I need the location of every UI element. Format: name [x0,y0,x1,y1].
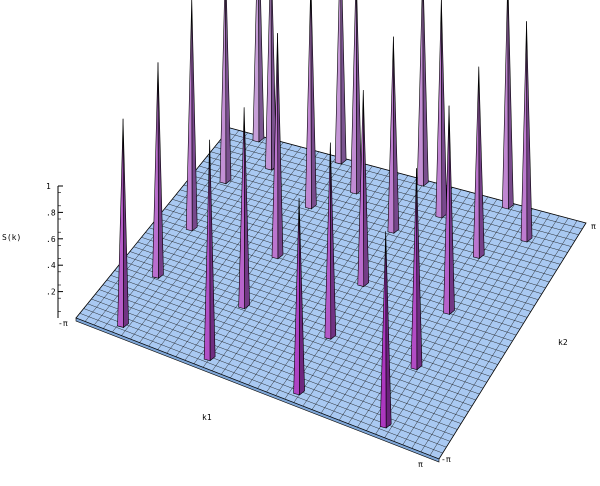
x-tick-label-max: π [418,460,423,469]
peak-mark [435,0,443,219]
mesh-line [172,199,531,312]
peak-mark-shade [362,89,370,288]
peak-mark-shade [416,168,423,371]
peak-mark-shade [209,139,216,362]
mesh-line [384,208,533,438]
peak-mark [219,0,227,185]
peak-mark-shade [355,0,362,195]
mesh-line [164,208,524,324]
z-tick-label: .2 [46,288,56,297]
peak-mark [305,0,312,210]
mesh-line [411,215,560,449]
mesh-line [293,184,444,403]
mesh-line [176,194,535,306]
y-tick-label-max: π [591,222,596,231]
peak-mark-shade [310,0,317,210]
peak-mark [472,66,480,259]
mesh-line [366,203,515,431]
peak-mark-shade [243,107,250,310]
peak-mark [117,118,124,328]
mesh-line [156,218,517,336]
mesh-line [206,156,565,259]
peak-mark [387,36,395,234]
peak-mark-shade [422,0,429,187]
peak-mark-shade [441,0,448,219]
peak-mark [252,0,260,143]
peak-mark [417,0,424,187]
mesh-line [160,213,520,330]
mesh-line [302,187,453,407]
mesh-line [191,175,550,283]
peak-mark [350,0,357,195]
peak-mark-shade [191,0,198,232]
peak-mark [185,0,193,232]
peak-mark [152,62,159,279]
mesh-line [202,161,561,265]
peak-mark-shade [225,0,232,185]
x-axis-label: k1 [202,413,212,422]
peak-mark [334,0,342,165]
peak-mark-shade [340,0,347,165]
peak-mark-shade [258,0,265,143]
mesh-line [195,170,553,277]
mesh-line [320,191,471,414]
mesh-line [222,137,579,236]
peak-mark-shade [277,33,284,260]
mesh-line [393,211,542,442]
peaks [117,0,533,429]
z-axis: 1 .8 .6 .4 .2 [46,182,63,318]
mesh-line [199,165,557,271]
peak-mark-shade [298,198,305,396]
y-tick-label-min: -π [441,455,451,464]
peak-mark-shade [507,0,514,210]
mesh-line [402,213,551,446]
peak-mark-shade [526,21,533,243]
peak-mark-shade [448,105,455,316]
z-tick-label: .8 [46,208,56,217]
peak-mark-shade [330,142,337,340]
z-tick-label: .6 [46,235,56,244]
peak-mark-shade [157,62,164,279]
peak-mark-shade [122,118,129,329]
peak-mark-shade [393,36,400,234]
peak-mark [502,0,509,210]
mesh-line [284,182,435,400]
mesh-line [420,218,569,453]
mesh-line [429,220,578,456]
peak-mark-shade [385,231,392,429]
z-tick-label: 1 [46,182,51,191]
y-axis-label: k2 [558,338,568,347]
mesh-line [348,199,498,424]
mesh-line [375,206,524,435]
z-tick-label: .4 [46,261,56,270]
peak-mark-shade [478,66,485,260]
surface-edge [75,317,440,463]
x-tick-label-min: -π [58,319,68,328]
mesh-line [329,194,480,417]
peak-mark [265,0,272,171]
mesh-line [168,203,528,318]
z-axis-label: S(k) [2,233,21,242]
peak-mark [520,21,528,243]
